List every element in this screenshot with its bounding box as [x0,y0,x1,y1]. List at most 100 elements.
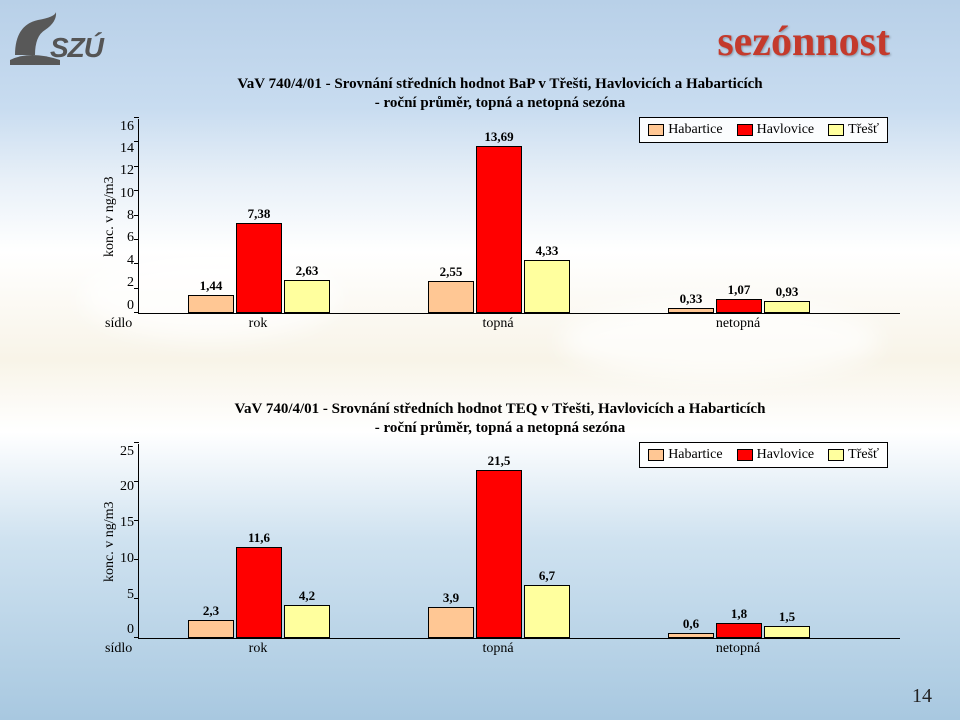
bar: 2,63 [284,280,330,312]
chart1-title: VaV 740/4/01 - Srovnání středních hodnot… [100,75,900,113]
bar: 3,9 [428,607,474,637]
chart-bap: VaV 740/4/01 - Srovnání středních hodnot… [100,75,900,334]
y-tick-label: 10 [120,551,134,567]
legend-swatch [737,449,753,461]
bar-value-label: 2,55 [440,264,463,280]
y-tick-label: 8 [127,208,134,224]
x-tick-label: rok [249,316,268,332]
chart2-title-line2: - roční průměr, topná a netopná sezóna [375,420,625,436]
legend-label: Třešť [848,447,879,463]
y-tick [134,215,139,216]
bar-value-label: 1,44 [200,278,223,294]
bar-value-label: 4,2 [299,588,315,604]
y-tick-label: 0 [127,298,134,314]
legend-item: Habartice [648,122,722,138]
y-tick-label: 25 [120,444,134,460]
bar: 2,55 [428,281,474,312]
y-tick [134,559,139,560]
legend-label: Havlovice [757,447,815,463]
legend-swatch [737,124,753,136]
bar: 1,44 [188,295,234,313]
logo: SZÚ [10,10,140,70]
bar-value-label: 11,6 [248,530,270,546]
bar: 1,5 [764,626,810,638]
chart1-title-line2: - roční průměr, topná a netopná sezóna [375,95,625,111]
bar-value-label: 1,5 [779,609,795,625]
y-tick-label: 10 [120,186,134,202]
y-tick [134,481,139,482]
bar-group: 3,921,56,7 [428,470,570,638]
bar-group: 2,311,64,2 [188,547,330,637]
x-tick-label: topná [482,641,513,657]
legend-label: Habartice [668,447,722,463]
y-tick [134,190,139,191]
bar-value-label: 0,6 [683,616,699,632]
chart1-legend: Habartice Havlovice Třešť [639,117,888,143]
x-tick-label: topná [482,316,513,332]
bar: 4,2 [284,605,330,638]
chart-teq: VaV 740/4/01 - Srovnání středních hodnot… [100,400,900,659]
legend-item: Třešť [828,122,879,138]
chart2-title: VaV 740/4/01 - Srovnání středních hodnot… [100,400,900,438]
chart2-plot-area: Habartice Havlovice Třešť 2,311,64,23,92… [138,444,900,639]
bar: 0,33 [668,308,714,312]
y-tick [134,117,139,118]
y-tick [134,520,139,521]
chart1-y-axis: 1614121086420 [120,119,138,314]
bar: 0,6 [668,633,714,638]
legend-item: Třešť [828,447,879,463]
y-tick-label: 4 [127,253,134,269]
chart2-legend: Habartice Havlovice Třešť [639,442,888,468]
bar-value-label: 3,9 [443,590,459,606]
x-tick-label: rok [249,641,268,657]
bar-value-label: 0,93 [776,284,799,300]
bar: 2,3 [188,620,234,638]
bar-value-label: 21,5 [488,453,511,469]
legend-label: Třešť [848,122,879,138]
y-tick [134,263,139,264]
y-tick [134,288,139,289]
chart1-plot-area: Habartice Havlovice Třešť 1,447,382,632,… [138,119,900,314]
chart2-x-axis: sídloroktopnánetopná [138,639,858,659]
page-number: 14 [912,685,932,708]
bar-group: 2,5513,694,33 [428,146,570,313]
y-tick [134,239,139,240]
chart1-ylabel: konc. v ng/m3 [100,119,120,314]
bar: 6,7 [524,585,570,637]
bar: 7,38 [236,223,282,313]
bar-value-label: 6,7 [539,568,555,584]
chart1-title-line1: VaV 740/4/01 - Srovnání středních hodnot… [237,76,762,92]
bar: 1,07 [716,299,762,312]
logo-text: SZÚ [50,32,103,64]
legend-item: Habartice [648,447,722,463]
y-tick-label: 20 [120,479,134,495]
y-tick-label: 0 [127,622,134,638]
legend-item: Havlovice [737,447,815,463]
bar-group: 1,447,382,63 [188,223,330,313]
x-axis-label-sidlo: sídlo [105,316,132,332]
bar-group: 0,331,070,93 [668,299,810,312]
legend-swatch [828,124,844,136]
y-tick [134,166,139,167]
y-tick [134,442,139,443]
legend-swatch [648,449,664,461]
bar: 1,8 [716,623,762,637]
bar: 11,6 [236,547,282,637]
x-tick-label: netopná [716,641,760,657]
bar: 13,69 [476,146,522,313]
legend-item: Havlovice [737,122,815,138]
bar-value-label: 1,07 [728,282,751,298]
x-axis-label-sidlo: sídlo [105,641,132,657]
bar-value-label: 13,69 [484,129,513,145]
legend-label: Habartice [668,122,722,138]
bar: 21,5 [476,470,522,638]
y-tick-label: 16 [120,119,134,135]
chart1-x-axis: sídloroktopnánetopná [138,314,858,334]
bar-value-label: 4,33 [536,243,559,259]
y-tick-label: 6 [127,230,134,246]
x-tick-label: netopná [716,316,760,332]
chart2-ylabel: konc. v ng/m3 [100,444,120,639]
bar-group: 0,61,81,5 [668,623,810,637]
legend-label: Havlovice [757,122,815,138]
chart2-title-line1: VaV 740/4/01 - Srovnání středních hodnot… [235,401,766,417]
